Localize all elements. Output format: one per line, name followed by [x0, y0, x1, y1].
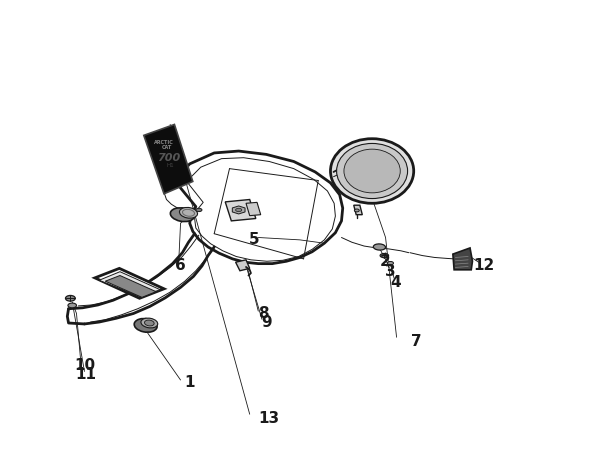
Polygon shape	[236, 260, 250, 271]
Ellipse shape	[179, 208, 198, 218]
Polygon shape	[453, 248, 472, 270]
Text: 8: 8	[258, 306, 269, 321]
Ellipse shape	[380, 254, 389, 257]
Text: 12: 12	[473, 258, 494, 274]
Text: 13: 13	[259, 411, 280, 427]
Text: 700: 700	[157, 152, 181, 163]
Ellipse shape	[144, 320, 154, 326]
Polygon shape	[144, 124, 193, 194]
Circle shape	[330, 139, 414, 203]
Ellipse shape	[387, 261, 394, 265]
Polygon shape	[233, 206, 245, 214]
Text: 3: 3	[385, 264, 396, 279]
Text: ARCTIC: ARCTIC	[154, 140, 174, 145]
Text: 2: 2	[380, 254, 391, 269]
Text: 1: 1	[184, 375, 195, 390]
Text: 6: 6	[175, 258, 186, 274]
Text: 4: 4	[390, 275, 401, 290]
Text: H1: H1	[166, 163, 174, 168]
Circle shape	[344, 149, 400, 193]
Ellipse shape	[373, 244, 386, 250]
Text: 11: 11	[75, 367, 96, 382]
Ellipse shape	[196, 208, 202, 212]
Text: 9: 9	[261, 314, 272, 330]
Polygon shape	[354, 205, 362, 215]
Ellipse shape	[134, 319, 157, 332]
Text: 5: 5	[248, 232, 259, 247]
Text: 7: 7	[411, 334, 422, 350]
Ellipse shape	[236, 208, 242, 212]
Ellipse shape	[141, 318, 158, 328]
Circle shape	[337, 143, 408, 199]
Text: CAT: CAT	[162, 145, 171, 150]
Text: 10: 10	[74, 358, 95, 373]
Polygon shape	[99, 272, 160, 296]
Polygon shape	[95, 268, 164, 298]
Ellipse shape	[354, 209, 359, 212]
Polygon shape	[246, 202, 261, 216]
Polygon shape	[225, 200, 256, 221]
Ellipse shape	[170, 208, 195, 221]
Ellipse shape	[68, 303, 76, 308]
Ellipse shape	[65, 295, 75, 301]
Polygon shape	[105, 276, 156, 297]
